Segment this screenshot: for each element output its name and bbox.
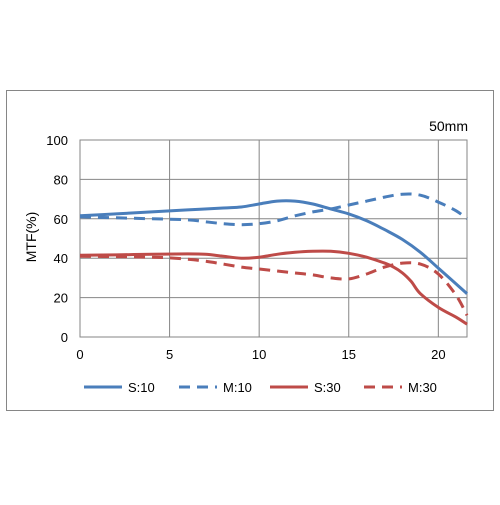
annotation-label: 50mm <box>429 118 468 134</box>
series-line-s-10 <box>79 199 469 295</box>
y-tick-label: 100 <box>46 133 68 148</box>
legend: S:10 M:10 S:30 M:30 <box>84 380 437 395</box>
legend-label: M:30 <box>408 380 437 395</box>
legend-label: S:10 <box>128 380 155 395</box>
series-line-s-30 <box>79 249 468 326</box>
x-tick-label: 5 <box>166 347 173 362</box>
legend-label: S:30 <box>314 380 341 395</box>
x-tick-label: 15 <box>342 347 356 362</box>
x-tick-label: 10 <box>252 347 266 362</box>
y-tick-label: 60 <box>54 212 68 227</box>
y-tick-label: 20 <box>54 291 68 306</box>
y-tick-label: 40 <box>54 251 68 266</box>
series-lines <box>79 192 469 326</box>
series-line-m-30 <box>79 254 469 317</box>
series-line-m-10 <box>79 192 468 227</box>
tick-labels: 0 20 40 60 80 100 0 5 10 15 20 <box>46 133 445 362</box>
outer-border <box>6 90 494 411</box>
x-tick-label: 20 <box>431 347 445 362</box>
grid <box>79 139 468 338</box>
legend-label: M:10 <box>223 380 252 395</box>
y-tick-label: 0 <box>61 330 68 345</box>
y-axis-label: MTF(%) <box>23 212 39 263</box>
y-tick-label: 80 <box>54 172 68 187</box>
x-tick-label: 0 <box>76 347 83 362</box>
